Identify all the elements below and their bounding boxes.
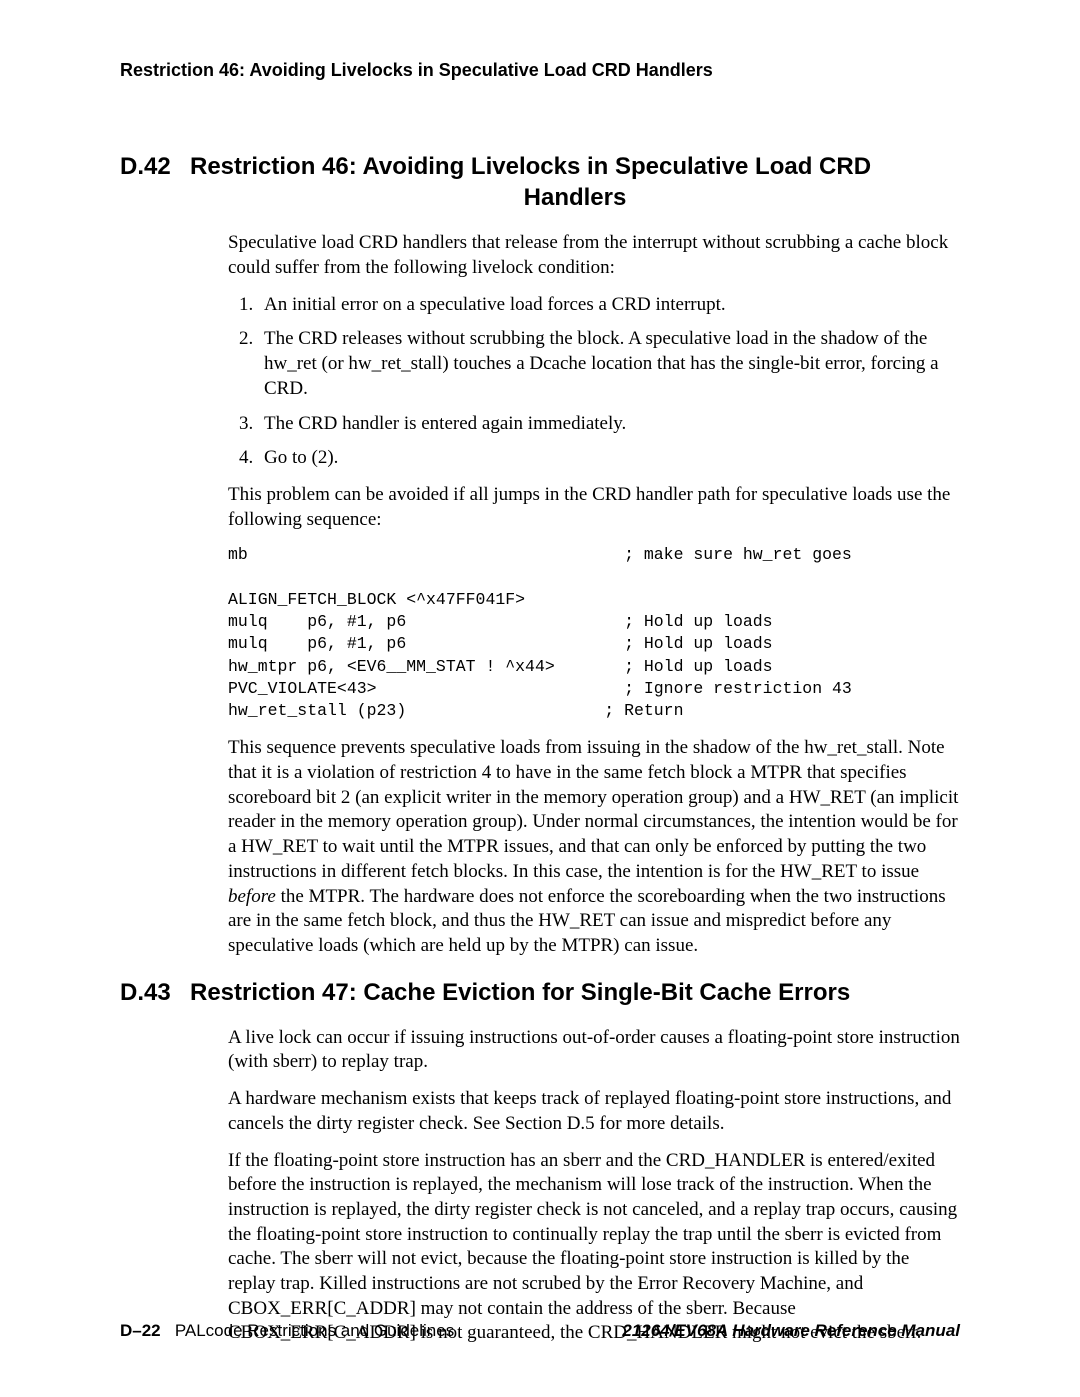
code-block: mb ; make sure hw_ret goes ALIGN_FETCH_B… <box>228 544 960 722</box>
section-heading-d43: D.43Restriction 47: Cache Eviction for S… <box>120 977 960 1008</box>
section-body-d43: A live lock can occur if issuing instruc… <box>228 1026 960 1346</box>
page: Restriction 46: Avoiding Livelocks in Sp… <box>0 0 1080 1397</box>
running-header: Restriction 46: Avoiding Livelocks in Sp… <box>120 60 960 81</box>
heading-text: D.43Restriction 47: Cache Eviction for S… <box>120 977 960 1008</box>
section-heading-d42: D.42Restriction 46: Avoiding Livelocks i… <box>120 151 960 213</box>
section-number: D.42 <box>120 151 190 182</box>
list-item: Go to (2). <box>258 446 960 471</box>
paragraph: A live lock can occur if issuing instruc… <box>228 1026 960 1075</box>
section-title-line1: Restriction 46: Avoiding Livelocks in Sp… <box>190 151 930 182</box>
list-item: An initial error on a speculative load f… <box>258 293 960 318</box>
page-footer: D–22 PALcode Restrictions and Guidelines… <box>120 1321 960 1341</box>
section-title: Restriction 47: Cache Eviction for Singl… <box>190 977 930 1008</box>
text-run: This sequence prevents speculative loads… <box>228 737 958 881</box>
paragraph: This problem can be avoided if all jumps… <box>228 483 960 532</box>
section-title-line2: Handlers <box>190 182 960 213</box>
italic-text: before <box>228 886 276 907</box>
paragraph: A hardware mechanism exists that keeps t… <box>228 1087 960 1136</box>
footer-left: D–22 PALcode Restrictions and Guidelines <box>120 1321 454 1341</box>
list-item: The CRD releases without scrubbing the b… <box>258 327 960 401</box>
footer-page-number: D–22 <box>120 1321 161 1340</box>
section-body-d42: Speculative load CRD handlers that relea… <box>228 231 960 958</box>
footer-right: 21264/EV68A Hardware Reference Manual <box>622 1321 960 1341</box>
footer-section-name: PALcode Restrictions and Guidelines <box>175 1321 454 1340</box>
list-item: The CRD handler is entered again immedia… <box>258 412 960 437</box>
heading-text: D.42Restriction 46: Avoiding Livelocks i… <box>120 151 960 213</box>
section-number: D.43 <box>120 977 190 1008</box>
paragraph: Speculative load CRD handlers that relea… <box>228 231 960 280</box>
paragraph: This sequence prevents speculative loads… <box>228 736 960 958</box>
paragraph: If the floating-point store instruction … <box>228 1149 960 1347</box>
text-run: the MTPR. The hardware does not enforce … <box>228 886 946 956</box>
ordered-list: An initial error on a speculative load f… <box>228 293 960 471</box>
